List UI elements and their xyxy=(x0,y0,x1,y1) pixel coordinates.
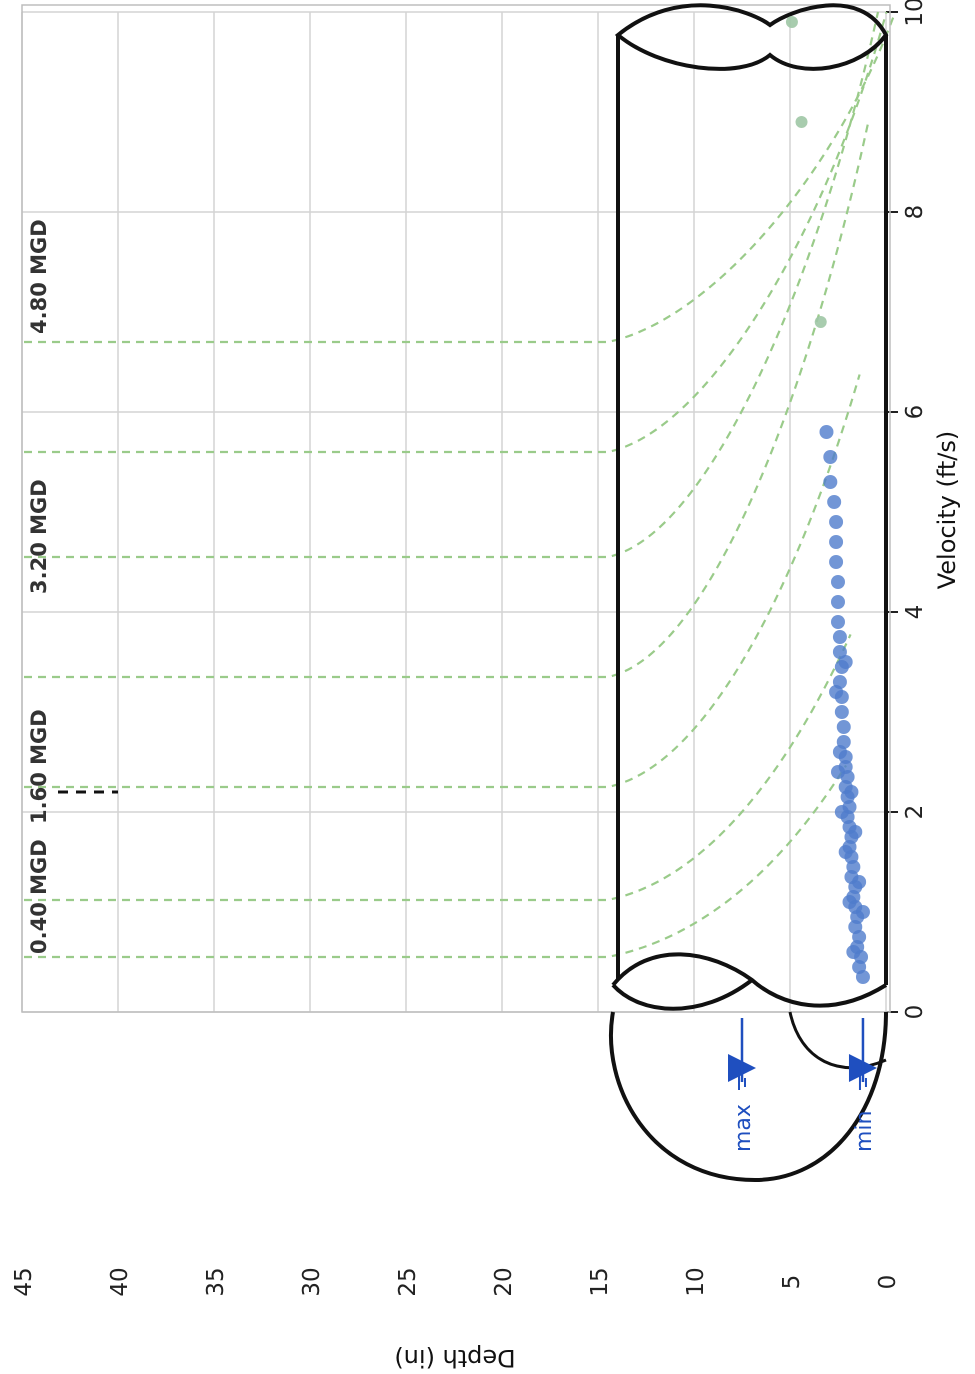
velocity-axis-title: Velocity (ft/s) xyxy=(933,431,961,590)
data-point xyxy=(855,905,870,919)
data-point-secondary xyxy=(814,316,827,328)
data-points-layer xyxy=(785,16,870,984)
data-point xyxy=(838,845,853,859)
velocity-tick-label: 10 xyxy=(902,0,928,27)
data-point xyxy=(834,705,849,719)
flow-curve xyxy=(24,11,897,344)
data-point-secondary xyxy=(795,116,808,128)
pipe-cross-section-water xyxy=(788,1011,887,1070)
velocity-tick-label: 4 xyxy=(902,605,928,620)
data-point xyxy=(819,425,834,439)
data-point xyxy=(829,515,844,529)
flow-curve xyxy=(24,764,847,959)
labels-layer: 0 2 4 6 8 10 0 5 10 15 20 25 30 35 40 45 Velocity (ft/s)… xyxy=(11,0,961,1372)
data-point xyxy=(823,475,838,489)
data-point xyxy=(844,785,859,799)
level-markers-layer: max min xyxy=(728,1018,877,1152)
data-point xyxy=(829,535,844,549)
flow-curve xyxy=(24,11,880,559)
pipe-cross-section xyxy=(609,1011,888,1183)
mgd-label: 0.40 MGD xyxy=(27,839,51,954)
level-marker-label: max xyxy=(731,1104,756,1152)
data-point xyxy=(832,630,847,644)
depth-tick-label: 0 xyxy=(875,1275,901,1290)
depth-tick-label: 10 xyxy=(683,1267,709,1296)
data-point xyxy=(834,805,849,819)
data-point xyxy=(831,575,845,589)
data-point xyxy=(852,875,867,889)
depth-tick-label: 40 xyxy=(107,1267,133,1296)
mgd-label: 3.20 MGD xyxy=(27,479,51,594)
pipe-drawing xyxy=(21,3,891,1183)
data-point xyxy=(829,555,844,569)
data-point xyxy=(831,765,845,779)
velocity-tick-label: 8 xyxy=(902,205,928,220)
depth-axis-title: Depth (in) xyxy=(394,1344,515,1372)
data-point xyxy=(848,825,863,839)
depth-tick-label: 45 xyxy=(11,1267,37,1296)
depth-tick-label: 5 xyxy=(779,1275,805,1290)
velocity-tick-label: 6 xyxy=(902,405,928,420)
depth-tick-label: 25 xyxy=(395,1267,421,1296)
flow-curve xyxy=(24,633,852,902)
data-point xyxy=(829,685,844,699)
pipe-top-end-ellipse xyxy=(614,3,889,71)
data-point xyxy=(846,945,861,959)
pipe-profile-outline xyxy=(616,35,888,985)
data-point xyxy=(827,495,842,509)
velocity-tick-label: 0 xyxy=(902,1005,928,1020)
depth-tick-label: 35 xyxy=(203,1267,229,1296)
velocity-tick-label: 2 xyxy=(902,805,928,820)
depth-tick-label: 20 xyxy=(491,1267,517,1296)
data-point-secondary xyxy=(785,16,798,28)
flow-curve xyxy=(24,121,870,679)
mgd-label: 1.60 MGD xyxy=(27,709,51,824)
data-point xyxy=(831,595,845,609)
flow-curve xyxy=(24,11,888,454)
depth-tick-label: 15 xyxy=(587,1267,613,1296)
data-point xyxy=(842,895,857,909)
data-point xyxy=(838,655,853,669)
depth-tick-label: 30 xyxy=(299,1267,325,1296)
grid-layer xyxy=(21,11,898,1013)
data-point xyxy=(832,745,847,759)
plot-border xyxy=(21,4,891,1013)
data-point xyxy=(836,720,851,734)
data-point xyxy=(831,615,845,629)
flow-curve xyxy=(24,374,861,789)
mgd-label: 4.80 MGD xyxy=(27,219,51,334)
data-point xyxy=(823,450,838,464)
flow-curves-layer xyxy=(24,11,897,959)
level-marker-label: min xyxy=(852,1111,877,1153)
pipe-bottom-end-ellipse xyxy=(611,952,888,1011)
